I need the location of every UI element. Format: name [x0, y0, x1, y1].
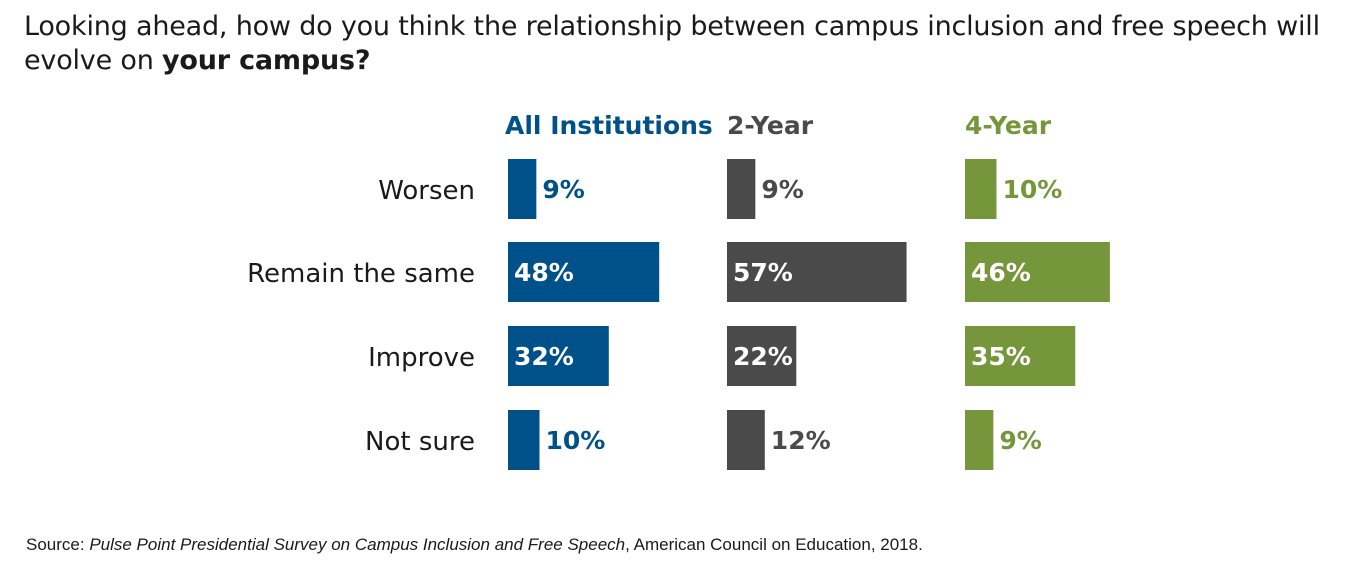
series-header: 2-Year: [727, 111, 814, 140]
data-label: 35%: [971, 342, 1031, 371]
bar: [508, 159, 537, 219]
data-label: 10%: [1003, 175, 1063, 204]
category-label: Improve: [368, 343, 475, 373]
bar: [965, 242, 1110, 302]
data-label: 10%: [546, 426, 606, 455]
category-label: Remain the same: [247, 259, 475, 289]
bar: [727, 326, 797, 386]
chart-title-emphasis: your campus?: [162, 45, 371, 76]
bar: [965, 410, 994, 470]
bar: [508, 326, 609, 386]
chart-title: Looking ahead, how do you think the rela…: [24, 11, 1320, 76]
data-label: 9%: [542, 175, 584, 204]
data-label: 46%: [971, 258, 1031, 287]
category-label: Worsen: [378, 176, 475, 206]
bar: [727, 159, 756, 219]
data-label: 12%: [771, 426, 831, 455]
data-label: 48%: [514, 258, 574, 287]
data-label: 22%: [733, 342, 793, 371]
bar: [508, 410, 540, 470]
bar: [727, 242, 907, 302]
series-header: 4-Year: [965, 111, 1052, 140]
bar: [965, 326, 1076, 386]
series-header: All Institutions: [505, 111, 713, 140]
bar: [965, 159, 997, 219]
source-note: Source: Pulse Point Presidential Survey …: [26, 535, 923, 554]
data-label: 32%: [514, 342, 574, 371]
data-label: 9%: [999, 426, 1041, 455]
data-label: 57%: [733, 258, 793, 287]
bar: [508, 242, 660, 302]
data-label: 9%: [761, 175, 803, 204]
category-label: Not sure: [365, 427, 475, 457]
bar: [727, 410, 765, 470]
